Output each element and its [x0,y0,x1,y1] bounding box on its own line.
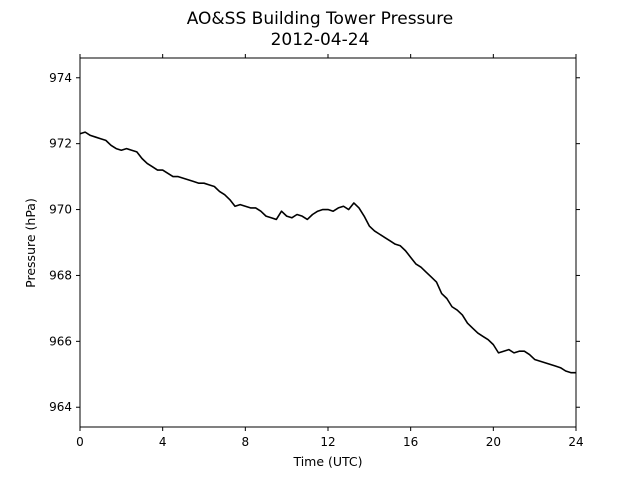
x-tick-label: 16 [403,435,418,449]
x-tick-label: 20 [486,435,501,449]
y-axis-label: Pressure (hPa) [23,198,38,288]
y-tick-label: 974 [49,71,72,85]
y-tick-label: 964 [49,400,72,414]
y-axis-ticks: 964 966 968 970 972 974 [49,71,580,414]
x-tick-label: 12 [320,435,335,449]
y-tick-label: 968 [49,268,72,282]
y-tick-label: 970 [49,203,72,217]
pressure-series-line [79,131,576,374]
plot-frame [79,57,577,428]
chart-title: AO&SS Building Tower Pressure [187,9,454,29]
x-tick-label: 24 [568,435,583,449]
y-tick-label: 972 [49,137,72,151]
x-tick-label: 4 [159,435,167,449]
x-tick-label: 8 [242,435,250,449]
y-tick-label: 966 [49,334,72,348]
chart-subtitle: 2012-04-24 [271,30,370,50]
x-tick-label: 0 [76,435,84,449]
x-axis-ticks: 0 4 8 12 16 20 24 [76,54,584,449]
x-axis-label: Time (UTC) [292,454,362,469]
